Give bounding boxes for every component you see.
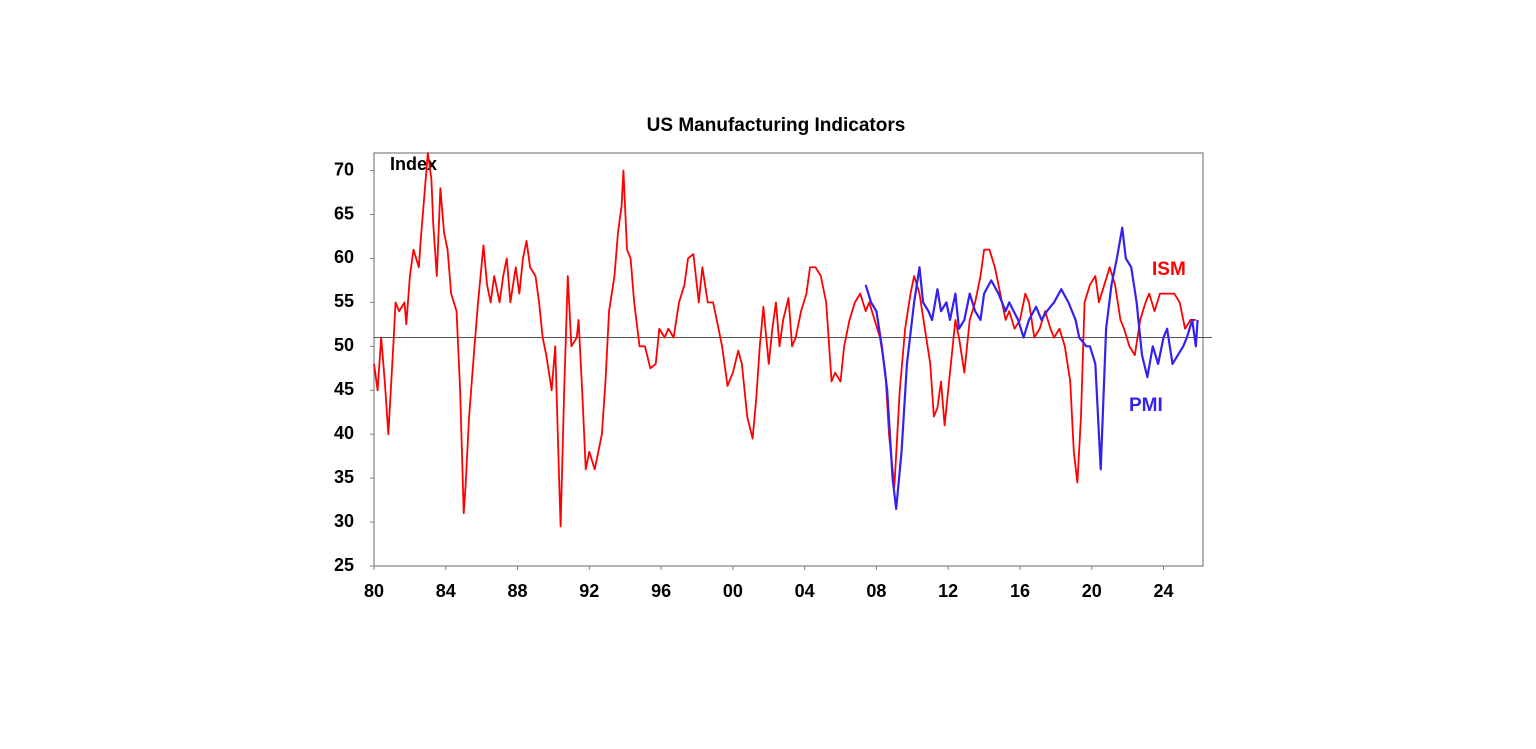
x-tick-label: 16 <box>1010 581 1030 601</box>
x-tick-label: 24 <box>1154 581 1174 601</box>
y-tick-label: 60 <box>334 247 354 267</box>
y-tick-label: 30 <box>334 511 354 531</box>
y-tick-label: 70 <box>334 159 354 179</box>
y-axis-label: Index <box>390 154 437 174</box>
y-tick-label: 50 <box>334 335 354 355</box>
x-tick-label: 12 <box>938 581 958 601</box>
series-line <box>864 226 1199 510</box>
plot-frame <box>373 152 1204 567</box>
x-tick-label: 00 <box>723 581 743 601</box>
y-tick-label: 25 <box>334 555 354 575</box>
y-tick-label: 45 <box>334 379 354 399</box>
x-tick-label: 80 <box>364 581 384 601</box>
y-tick-label: 55 <box>334 291 354 311</box>
y-tick-label: 40 <box>334 423 354 443</box>
x-tick-label: 84 <box>436 581 456 601</box>
chart-title: US Manufacturing Indicators <box>647 115 906 136</box>
x-tick-label: 20 <box>1082 581 1102 601</box>
x-tick-label: 92 <box>579 581 599 601</box>
x-tick-label: 04 <box>795 581 815 601</box>
y-tick-label: 65 <box>334 203 354 223</box>
x-tick-label: 88 <box>508 581 528 601</box>
y-tick-label: 35 <box>334 467 354 487</box>
x-tick-label: 96 <box>651 581 671 601</box>
series-label: PMI <box>1129 395 1163 416</box>
x-tick-label: 08 <box>866 581 886 601</box>
series-label: ISM <box>1152 259 1186 280</box>
